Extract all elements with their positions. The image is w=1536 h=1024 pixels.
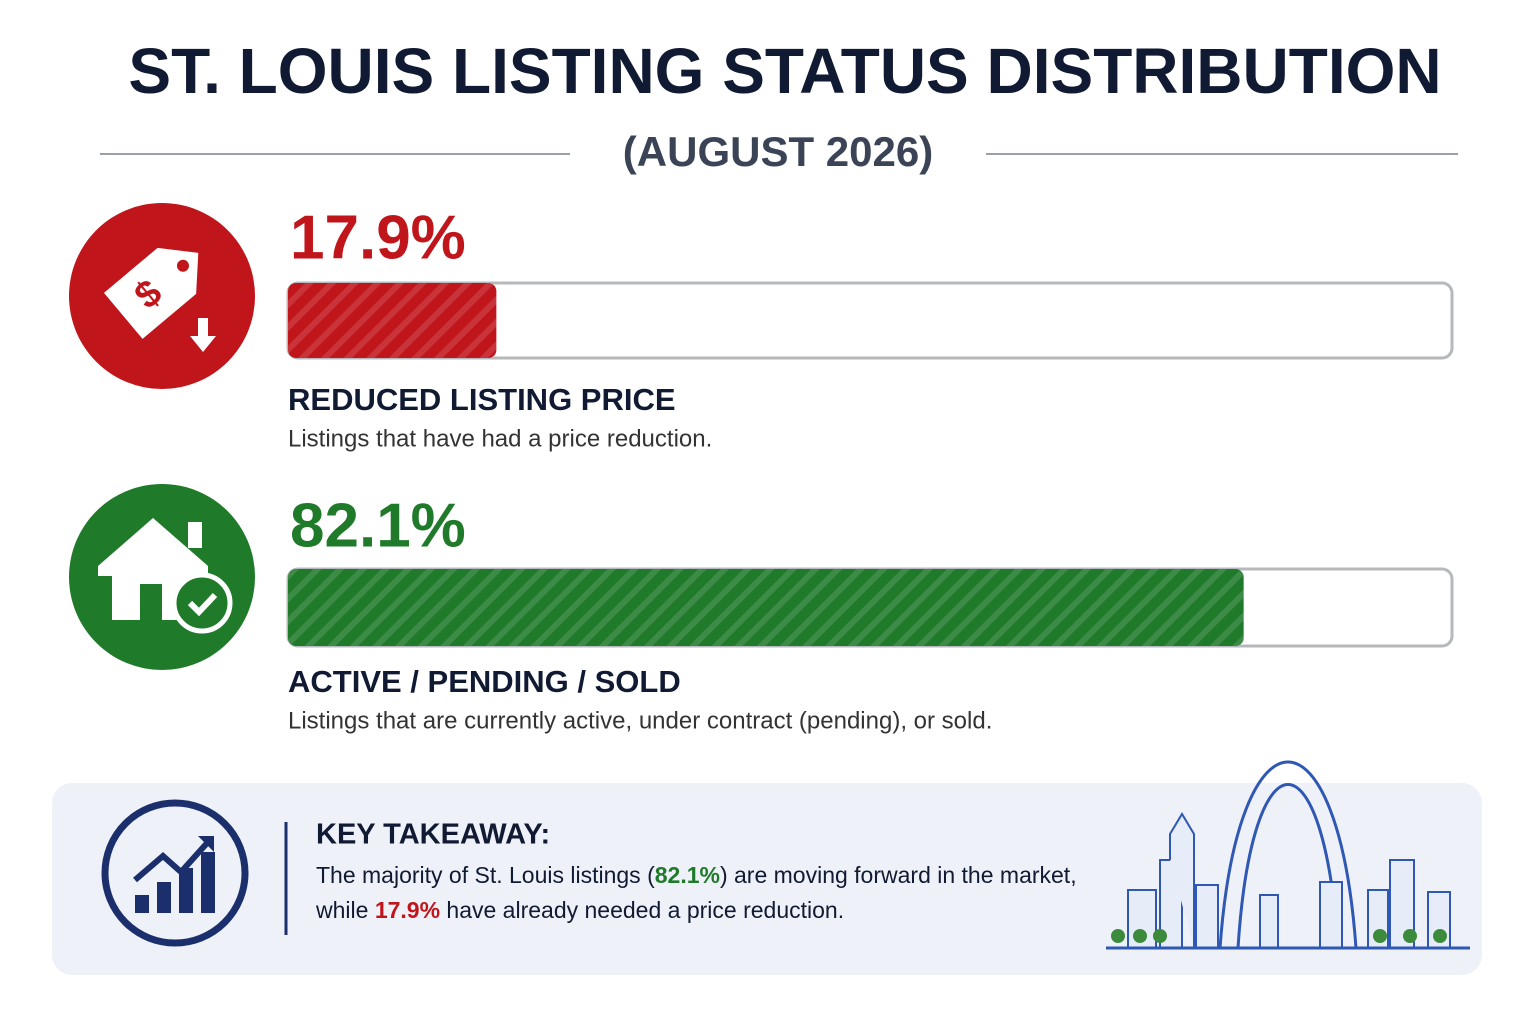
category-label: ACTIVE / PENDING / SOLD xyxy=(288,664,681,699)
takeaway-part: The majority of St. Louis listings ( xyxy=(316,862,655,888)
takeaway-part: while xyxy=(315,897,375,923)
takeaway-heading: KEY TAKEAWAY: xyxy=(316,819,550,851)
category-label: REDUCED LISTING PRICE xyxy=(288,382,676,417)
house-icon xyxy=(69,484,255,670)
category-description: Listings that have had a price reduction… xyxy=(288,425,712,452)
takeaway-part: have already needed a price reduction. xyxy=(440,897,844,923)
bar-hatch xyxy=(288,283,497,358)
takeaway-part: 82.1% xyxy=(655,862,720,888)
takeaway-part: ) are moving forward in the market, xyxy=(720,862,1077,888)
chart-subtitle: (AUGUST 2026) xyxy=(623,128,933,175)
takeaway-box xyxy=(52,783,1482,975)
takeaway-text: while 17.9% have already needed a price … xyxy=(315,897,844,923)
takeaway-part: 17.9% xyxy=(375,897,440,923)
bar-hatch xyxy=(288,569,1244,646)
takeaway-text: The majority of St. Louis listings (82.1… xyxy=(316,862,1077,888)
chart-title: ST. LOUIS LISTING STATUS DISTRIBUTION xyxy=(128,35,1441,107)
skyline xyxy=(1106,760,1470,950)
value-label: 82.1% xyxy=(290,491,466,560)
price-tag-icon: $ xyxy=(69,203,255,389)
growth-icon xyxy=(101,799,249,947)
category-description: Listings that are currently active, unde… xyxy=(288,707,992,734)
value-label: 17.9% xyxy=(290,203,466,272)
